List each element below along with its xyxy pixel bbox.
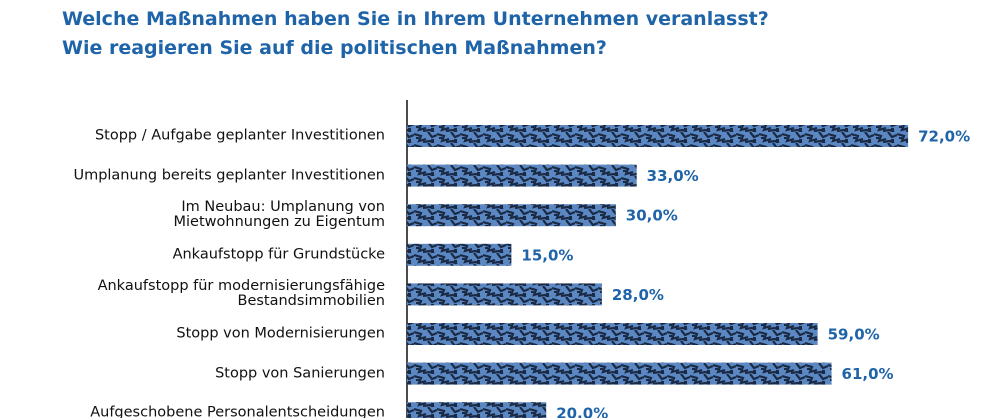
bar bbox=[407, 362, 832, 385]
value-label: 20,0% bbox=[556, 405, 608, 418]
value-label: 15,0% bbox=[521, 246, 573, 264]
bar bbox=[407, 243, 512, 266]
category-label: Umplanung bereits geplanter Investitione… bbox=[73, 167, 385, 184]
category-label: Ankaufstopp für Grundstücke bbox=[172, 246, 385, 263]
bar bbox=[407, 283, 602, 306]
bar bbox=[407, 164, 637, 187]
category-label: Im Neubau: Umplanung von Mietwohnungen z… bbox=[173, 199, 385, 231]
value-label: 33,0% bbox=[647, 167, 699, 185]
chart-title: Wie reagieren Sie auf die politischen Ma… bbox=[62, 37, 607, 59]
value-label: 28,0% bbox=[612, 286, 664, 304]
bar bbox=[407, 402, 547, 418]
value-label: 30,0% bbox=[626, 207, 678, 225]
category-label: Stopp von Modernisierungen bbox=[176, 325, 385, 342]
value-label: 72,0% bbox=[918, 128, 970, 146]
category-label: Ankaufstopp für modernisierungsfähige Be… bbox=[97, 278, 385, 310]
bar bbox=[407, 204, 616, 227]
bar bbox=[407, 125, 909, 147]
category-label: Stopp von Sanierungen bbox=[215, 365, 385, 382]
category-label: Aufgeschobene Personalentscheidungen bbox=[90, 404, 385, 418]
category-label: Stopp / Aufgabe geplanter Investitionen bbox=[94, 127, 385, 144]
bar bbox=[407, 323, 818, 345]
chart-title: Welche Maßnahmen haben Sie in Ihrem Unte… bbox=[62, 8, 769, 30]
value-label: 61,0% bbox=[842, 365, 894, 383]
value-label: 59,0% bbox=[828, 326, 880, 344]
